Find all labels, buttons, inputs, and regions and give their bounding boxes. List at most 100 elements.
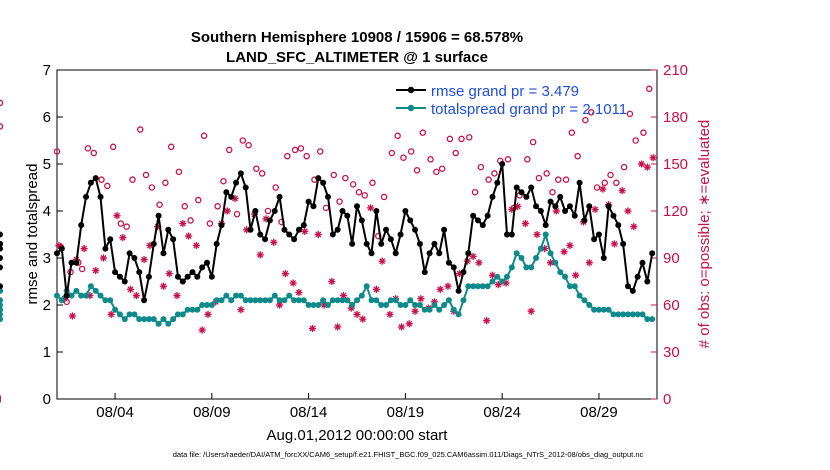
rmse-point [363,240,370,247]
spread-point [358,292,365,299]
right-axis-ticks: 0 30 60 90 120 150 180 210 [651,62,688,408]
spread-point [387,297,394,304]
rmse-point [615,222,622,229]
rmse-point [233,179,240,186]
rmse-point [87,179,94,186]
rmse-point [576,179,583,186]
rmse-point [0,264,3,271]
rmse-point [179,278,186,285]
evaluated-obs-marker [119,234,127,242]
evaluated-obs-marker [585,259,593,267]
possible-obs-marker [491,170,498,177]
rmse-point [334,226,341,233]
evaluated-obs-marker [624,207,632,215]
spread-point [504,273,510,280]
evaluated-obs-marker [256,251,264,259]
possible-obs-marker [264,207,272,215]
possible-obs-marker [245,141,252,149]
rmse-point [223,189,230,196]
possible-obs-marker [380,193,388,201]
possible-obs-marker [632,137,639,144]
spread-point [562,273,569,280]
possible-obs-marker [136,126,144,133]
rmse-point [610,212,617,219]
footnote: data file: /Users/raeder/DAI/ATM_forcXX/… [173,450,644,459]
evaluated-obs-marker [527,307,535,315]
evaluated-obs-marker [99,254,108,262]
possible-obs-marker [123,223,130,230]
evaluated-obs-marker [572,271,580,279]
possible-obs-marker [220,177,227,185]
possible-obs-marker [535,174,543,182]
spread-point [489,278,496,285]
x-tick-label: 08/19 [387,404,425,421]
evaluated-obs-marker [68,312,77,320]
rmse-point [368,250,375,257]
evaluated-obs-marker [289,279,297,287]
rmse-point [562,208,569,214]
spread-point [228,297,235,304]
spread-point [445,297,452,304]
possible-obs-marker [587,109,595,116]
rmse-point [107,236,114,243]
spread-point [329,297,336,304]
possible-obs-marker [529,138,537,146]
possible-obs-marker [226,146,233,154]
rmse-point [262,236,269,243]
evaluated-obs-marker [140,255,148,264]
spread-point [595,306,602,313]
possible-obs-marker [117,220,125,227]
possible-obs-marker [549,188,556,196]
evaluated-obs-marker [301,227,309,235]
spread-point [58,297,65,304]
possible-obs-marker [167,143,175,151]
spread-point [87,283,94,290]
rmse-point [257,231,264,238]
spread-point [566,283,573,290]
rmse-point [620,240,627,247]
spread-point [150,316,157,323]
rmse-point [412,226,419,233]
spread-point [0,297,3,304]
right-tick-label: 120 [663,203,688,220]
spread-point [421,306,428,313]
rmse-point [145,273,152,280]
possible-obs-marker [272,184,279,191]
spread-point [416,302,423,308]
rmse-point [383,226,390,233]
spread-point [208,302,215,308]
spread-point [252,297,259,304]
rmse-point [358,217,365,224]
evaluated-obs-marker [533,230,541,239]
spread-point [600,306,607,313]
spread-point [528,264,535,271]
possible-obs-marker [452,149,459,157]
rmse-point [310,203,317,210]
spread-point [92,287,99,294]
chart-title: Southern Hemisphere 10908 / 15906 = 68.5… [191,29,523,46]
evaluated-obs-marker [179,219,187,228]
evaluated-obs-marker [204,310,212,318]
rmse-point [271,208,278,214]
evaluated-obs-marker [173,292,181,300]
spread-point [126,311,133,318]
possible-obs-marker [361,192,368,199]
rmse-point [397,231,404,238]
left-tick-label: 0 [43,391,51,408]
rmse-point [339,208,346,214]
rmse-point [0,245,3,252]
spread-point [465,283,472,290]
rmse-point [242,184,249,191]
rmse-point [291,236,298,243]
rmse-point [586,203,593,210]
spread-point [378,302,385,308]
possible-obs-marker [148,184,156,191]
possible-obs-marker [336,198,343,205]
rmse-point [392,250,399,257]
rmse-point [266,217,273,224]
evaluated-obs-marker [353,310,361,318]
rmse-point [474,217,481,224]
right-tick-label: 30 [663,344,680,361]
spread-point [204,302,210,308]
rmse-point [276,193,283,200]
